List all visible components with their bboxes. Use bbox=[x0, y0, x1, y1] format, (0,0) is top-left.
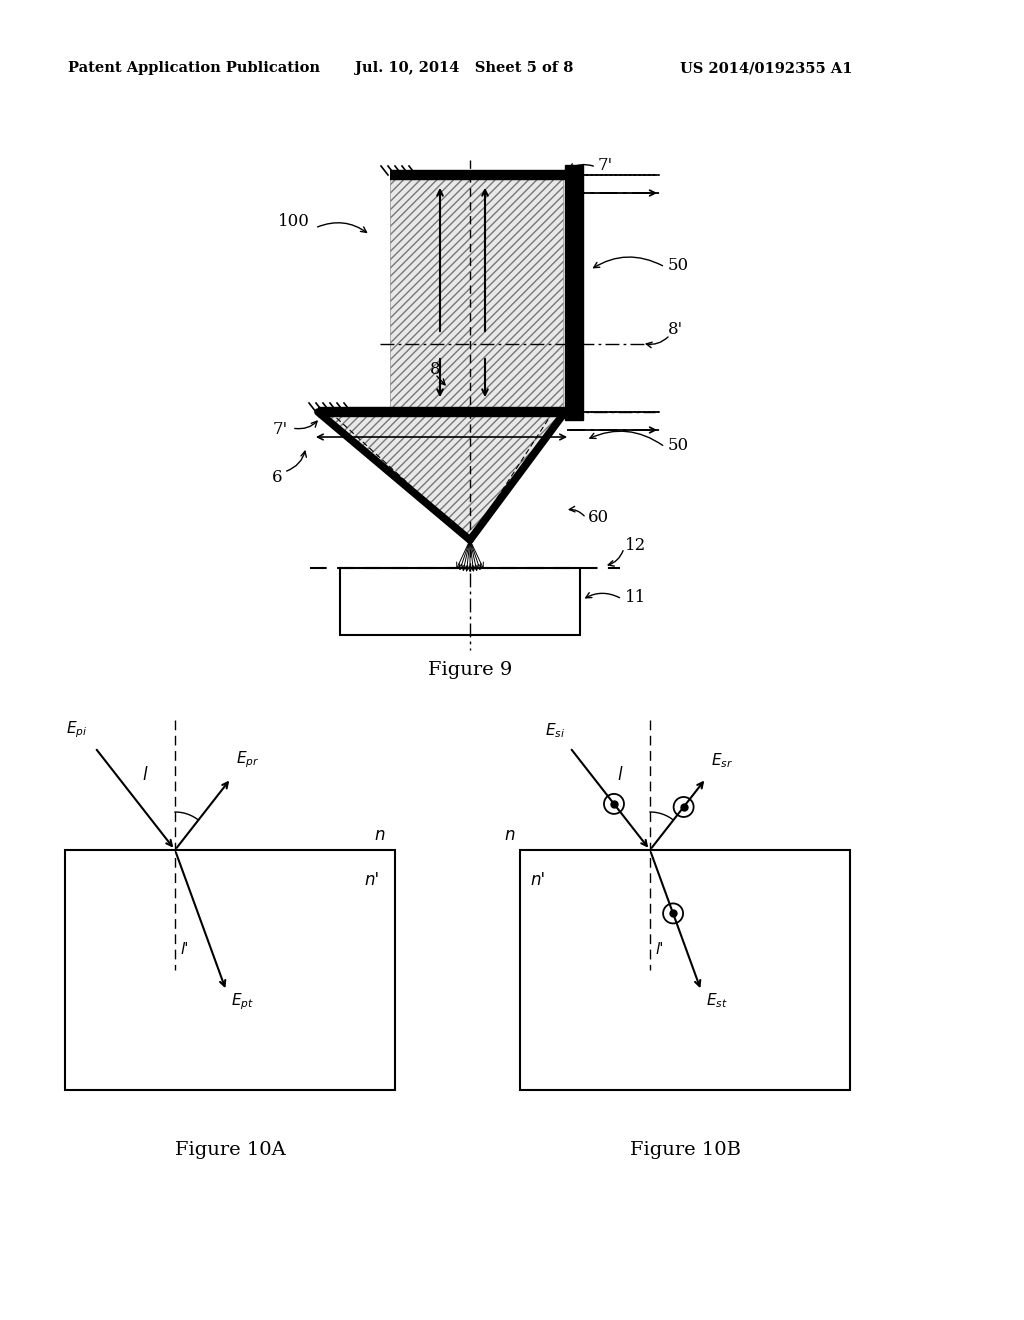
Bar bbox=[565, 165, 583, 420]
Text: l: l bbox=[617, 766, 623, 784]
Text: l': l' bbox=[655, 942, 664, 957]
Text: n: n bbox=[375, 826, 385, 843]
Text: Figure 10A: Figure 10A bbox=[175, 1140, 286, 1159]
Text: 50: 50 bbox=[668, 256, 689, 273]
Text: Patent Application Publication: Patent Application Publication bbox=[68, 61, 319, 75]
Text: n: n bbox=[505, 826, 515, 843]
Text: $E_{pi}$: $E_{pi}$ bbox=[66, 719, 87, 739]
Text: l: l bbox=[142, 766, 147, 784]
Text: $E_{pt}$: $E_{pt}$ bbox=[231, 991, 254, 1011]
Text: l': l' bbox=[180, 942, 188, 957]
Text: Figure 10B: Figure 10B bbox=[630, 1140, 740, 1159]
Text: 100: 100 bbox=[279, 214, 310, 231]
Polygon shape bbox=[390, 176, 563, 412]
Text: Jul. 10, 2014   Sheet 5 of 8: Jul. 10, 2014 Sheet 5 of 8 bbox=[355, 61, 573, 75]
Text: 8: 8 bbox=[430, 362, 440, 379]
Polygon shape bbox=[318, 412, 563, 540]
Text: 60: 60 bbox=[588, 510, 609, 527]
Text: 8': 8' bbox=[668, 322, 683, 338]
Text: n': n' bbox=[365, 871, 380, 888]
Bar bbox=[65, 850, 395, 1090]
Text: Figure 9: Figure 9 bbox=[428, 661, 512, 678]
Text: $E_{si}$: $E_{si}$ bbox=[545, 721, 565, 739]
Text: $E_{sr}$: $E_{sr}$ bbox=[711, 751, 733, 771]
Text: 7': 7' bbox=[598, 157, 613, 173]
Text: 12: 12 bbox=[625, 536, 646, 553]
Bar bbox=[520, 850, 850, 1090]
Text: $E_{pr}$: $E_{pr}$ bbox=[236, 750, 259, 771]
Text: 6: 6 bbox=[271, 470, 282, 487]
Text: 7': 7' bbox=[272, 421, 288, 438]
Bar bbox=[340, 568, 580, 635]
Text: n': n' bbox=[530, 871, 545, 888]
Text: 11: 11 bbox=[625, 590, 646, 606]
Text: $E_{st}$: $E_{st}$ bbox=[707, 991, 728, 1010]
Text: 50: 50 bbox=[668, 437, 689, 454]
Text: US 2014/0192355 A1: US 2014/0192355 A1 bbox=[680, 61, 853, 75]
